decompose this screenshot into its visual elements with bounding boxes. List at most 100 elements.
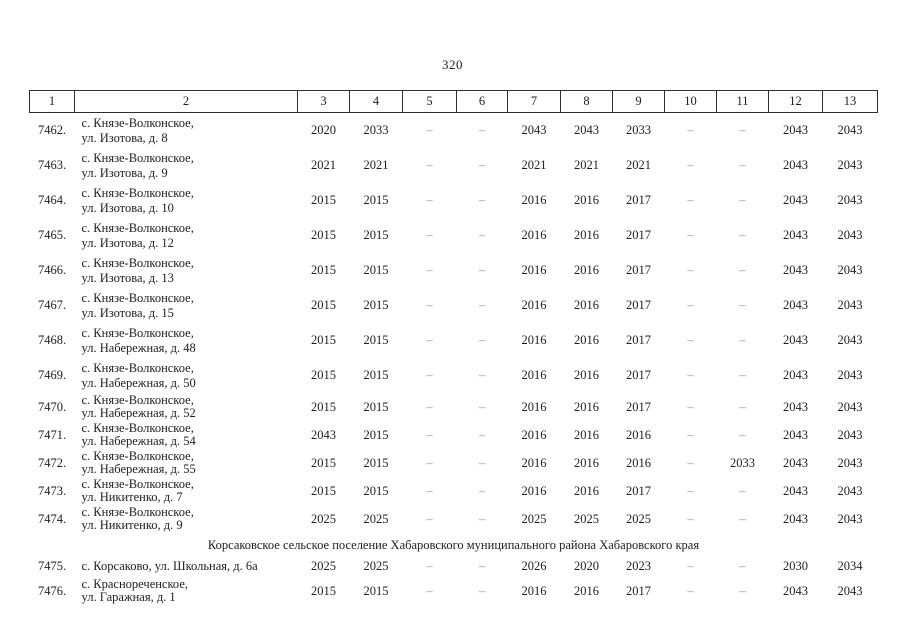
address-cell: с. Князе-Волконское, ул. Изотова, д. 13 [75,253,298,288]
year-cell: 2015 [311,298,336,312]
year-cell: 2025 [574,511,599,526]
year-cell: 2017 [626,263,651,277]
address-line: ул. Никитенко, д. 9 [81,518,183,532]
dash-cell: – [426,483,433,498]
dash-cell: – [739,427,746,442]
year-cell: 2026 [521,558,547,573]
year-cell: 2025 [521,511,547,526]
year-cell: 2033 [730,455,755,470]
year-cell: 2016 [626,455,651,470]
year-cell: 2016 [574,193,599,207]
dash-cell: – [426,158,433,172]
dash-cell: – [739,298,746,312]
address-line: с. Князе-Волконское, [81,505,194,519]
address-cell: с. Краснореченское, ул. Гаражная, д. 1 [75,577,298,605]
year-cell: 2043 [783,399,808,414]
year-cell: 2043 [837,368,863,382]
dash-cell: – [687,427,694,442]
year-cell: 2043 [783,193,808,207]
year-cell: 2043 [783,228,808,242]
year-cell: 2043 [837,298,863,312]
year-cell: 2015 [311,483,336,498]
address-cell: с. Корсаково, ул. Школьная, д. 6а [75,555,298,577]
year-cell: 2043 [837,333,863,347]
dash-cell: – [739,263,746,277]
year-cell: 2016 [521,298,547,312]
year-cell: 2016 [521,399,547,414]
year-cell: 2023 [626,558,651,573]
dash-cell: – [478,123,486,137]
address-line: с. Князе-Волконское, [81,360,194,375]
address-line: с. Князе-Волконское, [81,325,194,340]
row-number: 7463. [37,158,67,172]
dash-cell: – [478,158,486,172]
table-row: 7474. с. Князе-Волконское, ул. Никитенко, … [30,505,878,533]
address-cell: с. Князе-Волконское, ул. Никитенко, д. 9 [75,505,298,533]
dash-cell: – [739,333,746,347]
year-cell: 2043 [837,427,863,442]
year-cell: 2021 [311,158,336,172]
year-cell: 2015 [363,455,389,470]
year-cell: 2015 [363,298,389,312]
table-row: 7464. с. Князе-Волконское, ул. Изотова, д.… [30,183,878,218]
year-cell: 2043 [837,583,863,598]
year-cell: 2043 [837,193,863,207]
address-line: с. Князе-Волконское, [81,393,194,407]
row-number: 7464. [37,193,67,207]
year-cell: 2017 [626,583,651,598]
address-cell: с. Князе-Волконское, ул. Изотова, д. 10 [75,183,298,218]
address-line: с. Князе-Волконское, [81,421,194,435]
dash-cell: – [426,511,433,526]
dash-cell: – [426,399,433,414]
year-cell: 2016 [521,333,547,347]
address-line: с. Корсаково, ул. Школьная, д. 6а [81,558,258,573]
year-cell: 2025 [311,511,336,526]
address-line: с. Князе-Волконское, [81,115,194,130]
table-row: 7475. с. Корсаково, ул. Школьная, д. 6а 20… [30,555,878,577]
row-number: 7473. [37,483,67,498]
dash-cell: – [426,455,433,470]
table-row: 7462. с. Князе-Волконское, ул. Изотова, д.… [30,113,878,149]
year-cell: 2043 [783,158,808,172]
table-row: 7467. с. Князе-Волконское, ул. Изотова, д.… [30,288,878,323]
year-cell: 2015 [363,427,389,442]
year-cell: 2017 [626,228,651,242]
year-cell: 2017 [626,368,651,382]
column-header: 9 [612,90,665,113]
dash-cell: – [687,558,694,573]
address-line: ул. Никитенко, д. 7 [81,490,183,504]
page-number: 320 [442,57,463,72]
year-cell: 2043 [783,483,808,498]
table-row: 7465. с. Князе-Волконское, ул. Изотова, д.… [30,218,878,253]
year-cell: 2015 [363,228,389,242]
column-header: 6 [456,90,508,113]
year-cell: 2015 [311,263,336,277]
year-cell: 2025 [363,511,389,526]
address-cell: с. Князе-Волконское, ул. Изотова, д. 9 [75,148,298,183]
year-cell: 2033 [363,123,389,137]
dash-cell: – [426,193,433,207]
dash-cell: – [426,263,433,277]
year-cell: 2043 [783,263,808,277]
dash-cell: – [739,193,746,207]
address-cell: с. Князе-Волконское, ул. Изотова, д. 12 [75,218,298,253]
column-header: 10 [664,90,717,113]
row-number: 7472. [37,455,67,470]
row-number: 7469. [37,368,67,382]
dash-cell: – [687,511,694,526]
column-header: 1 [29,90,75,113]
year-cell: 2016 [521,368,547,382]
year-cell: 2025 [363,558,389,573]
column-header: 8 [560,90,613,113]
year-cell: 2043 [783,123,808,137]
column-header: 4 [349,90,403,113]
year-cell: 2015 [311,193,336,207]
row-number: 7470. [37,399,67,414]
table-row: 7468. с. Князе-Волконское, ул. Набережная,… [30,323,878,358]
year-cell: 2025 [626,511,651,526]
year-cell: 2016 [574,399,599,414]
year-cell: 2043 [783,455,808,470]
dash-cell: – [478,193,486,207]
year-cell: 2016 [574,455,599,470]
address-line: ул. Набережная, д. 54 [81,434,196,448]
